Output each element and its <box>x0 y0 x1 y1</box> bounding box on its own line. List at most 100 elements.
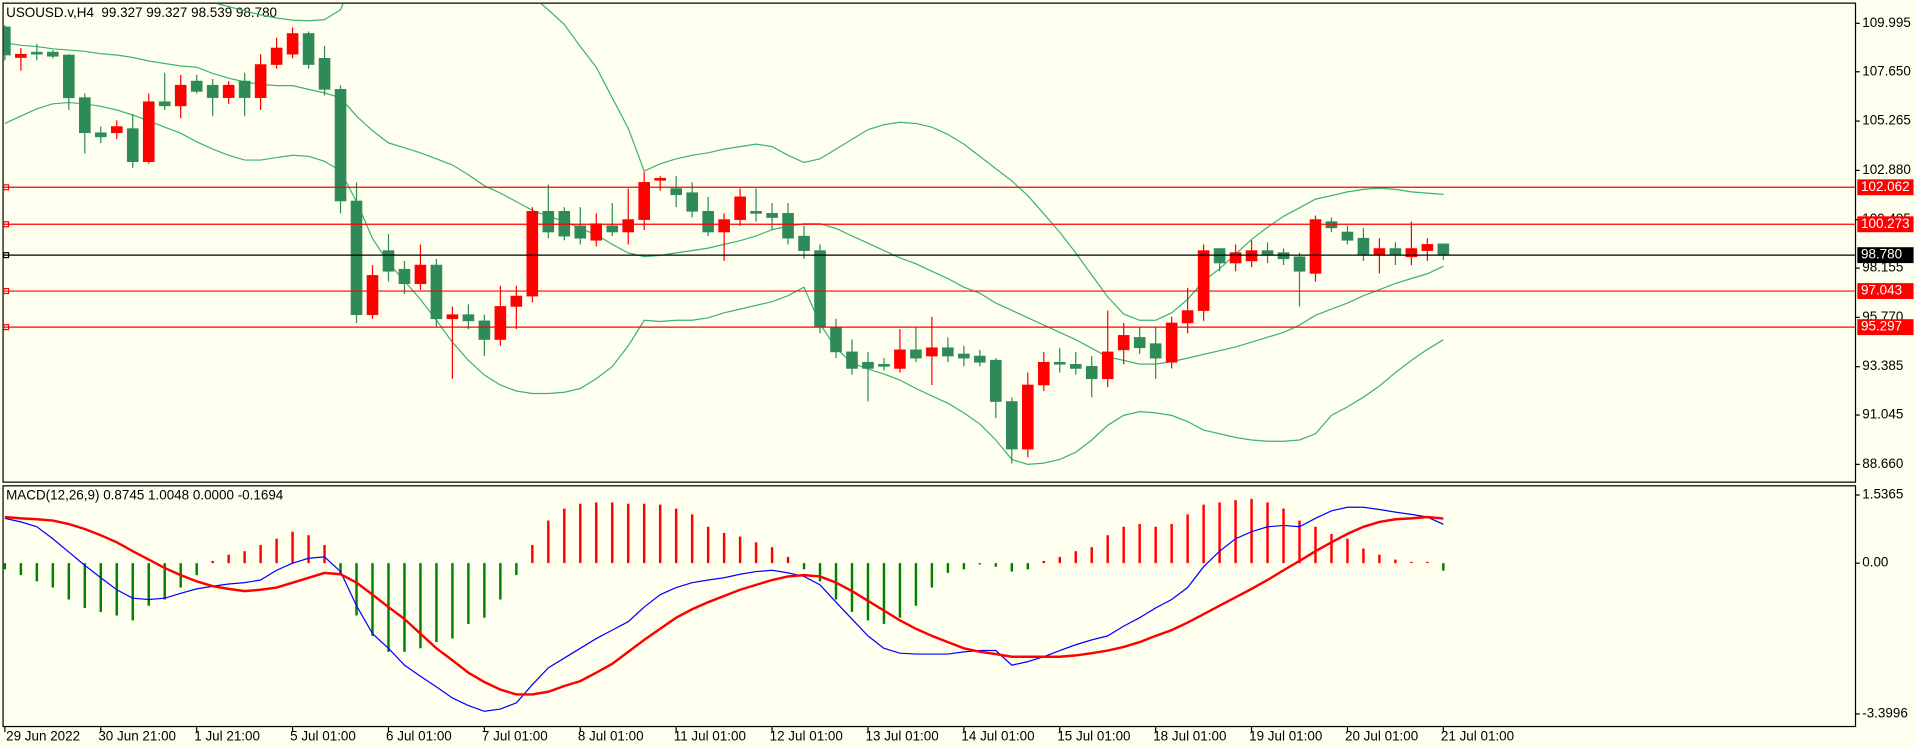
level-label-box <box>1857 247 1914 264</box>
candle-body <box>1069 364 1082 369</box>
candle-body <box>814 250 826 328</box>
histogram-bar <box>898 563 902 618</box>
histogram-bar <box>99 563 103 612</box>
histogram-bar <box>51 563 55 588</box>
candle-body <box>990 359 1002 402</box>
histogram-bar <box>738 536 742 564</box>
candle-body <box>63 54 75 99</box>
histogram-bar <box>1426 561 1429 564</box>
candle-body <box>31 51 43 55</box>
x-tick-label: 18 Jul 01:00 <box>1153 728 1226 743</box>
y-tick-label: 88.660 <box>1862 456 1903 471</box>
histogram-bar <box>339 563 342 576</box>
histogram-bar <box>690 514 694 564</box>
y-tick-label: 91.045 <box>1862 407 1903 422</box>
candle-body <box>206 84 219 98</box>
histogram-bar <box>978 563 982 565</box>
candle-body <box>366 275 379 315</box>
candle-body <box>846 351 858 369</box>
candle-body <box>1165 322 1178 363</box>
candle-body <box>190 80 203 92</box>
candle-body <box>1437 243 1450 256</box>
candle-body <box>1213 248 1226 264</box>
candle-body <box>158 101 171 107</box>
main-panel <box>2 2 1857 483</box>
histogram-bar <box>195 563 198 576</box>
histogram-bar <box>435 563 438 643</box>
level-label-box <box>1857 216 1914 233</box>
candle-body <box>222 84 235 98</box>
histogram-bar <box>579 503 582 564</box>
x-tick-label: 19 Jul 01:00 <box>1249 728 1322 743</box>
candle-body <box>1133 337 1146 349</box>
histogram-bar <box>786 556 790 564</box>
histogram-bar <box>722 532 726 564</box>
candle-body <box>1229 252 1242 264</box>
histogram-bar <box>1330 533 1333 564</box>
candle-body <box>1309 219 1322 274</box>
histogram-bar <box>611 502 614 564</box>
candle-body <box>15 53 27 58</box>
histogram-bar <box>1314 526 1317 564</box>
histogram-bar <box>834 563 838 600</box>
candle-body <box>974 355 986 363</box>
level-label: 100.273 <box>1861 216 1910 231</box>
histogram-bar <box>147 563 150 606</box>
histogram-bar <box>627 503 630 564</box>
level-marker <box>3 184 10 191</box>
candle-body <box>798 235 810 251</box>
level-marker <box>3 288 10 295</box>
candle-body <box>718 219 730 233</box>
histogram-bar <box>850 563 854 612</box>
x-tick-label: 6 Jul 01:00 <box>386 728 452 743</box>
macd-line <box>4 515 1444 696</box>
histogram-bar <box>1234 500 1237 564</box>
candle-body <box>462 314 475 322</box>
histogram-bar <box>1122 526 1125 564</box>
candle-body <box>1405 248 1418 258</box>
histogram-bar <box>227 554 230 564</box>
candle-body <box>1085 366 1098 380</box>
candle-body <box>526 211 539 297</box>
candle-body <box>3 26 11 56</box>
candle-body <box>734 196 746 220</box>
candle-body <box>238 80 251 98</box>
macd-panel <box>2 485 1857 728</box>
y-tick-label: -3.3996 <box>1862 705 1908 720</box>
histogram-bar <box>946 563 950 573</box>
histogram-bar <box>706 526 710 564</box>
candle-body <box>654 177 666 181</box>
histogram-bar <box>930 563 934 588</box>
histogram-bar <box>467 563 470 624</box>
level-label-box <box>1857 179 1914 196</box>
histogram-bar <box>1394 559 1397 564</box>
histogram-bar <box>163 563 166 600</box>
histogram-bar <box>531 544 534 564</box>
candle-body <box>766 213 778 218</box>
histogram-bar <box>1090 547 1093 564</box>
histogram-bar <box>515 563 518 576</box>
x-tick-label: 21 Jul 01:00 <box>1441 728 1514 743</box>
candle-body <box>1341 231 1354 241</box>
y-tick-label: 93.385 <box>1862 358 1903 373</box>
x-tick-label: 30 Jun 21:00 <box>98 728 176 743</box>
candle-body <box>1021 384 1034 450</box>
histogram-bar <box>323 544 326 564</box>
histogram-bar <box>275 538 278 564</box>
candle-body <box>1421 244 1434 251</box>
x-tick-label: 1 Jul 21:00 <box>194 728 260 743</box>
x-tick-label: 11 Jul 01:00 <box>674 728 746 743</box>
candle-body <box>1101 351 1114 380</box>
candle-body <box>270 47 283 65</box>
candle-body <box>878 364 890 367</box>
x-tick-label: 8 Jul 01:00 <box>578 728 644 743</box>
candle-body <box>94 132 107 138</box>
histogram-bar <box>211 560 214 564</box>
histogram-bar <box>19 563 23 576</box>
candle-body <box>1197 250 1210 311</box>
candle-body <box>126 128 139 163</box>
candle-body <box>638 182 651 220</box>
candle-body <box>894 349 906 369</box>
candle-body <box>910 349 922 359</box>
